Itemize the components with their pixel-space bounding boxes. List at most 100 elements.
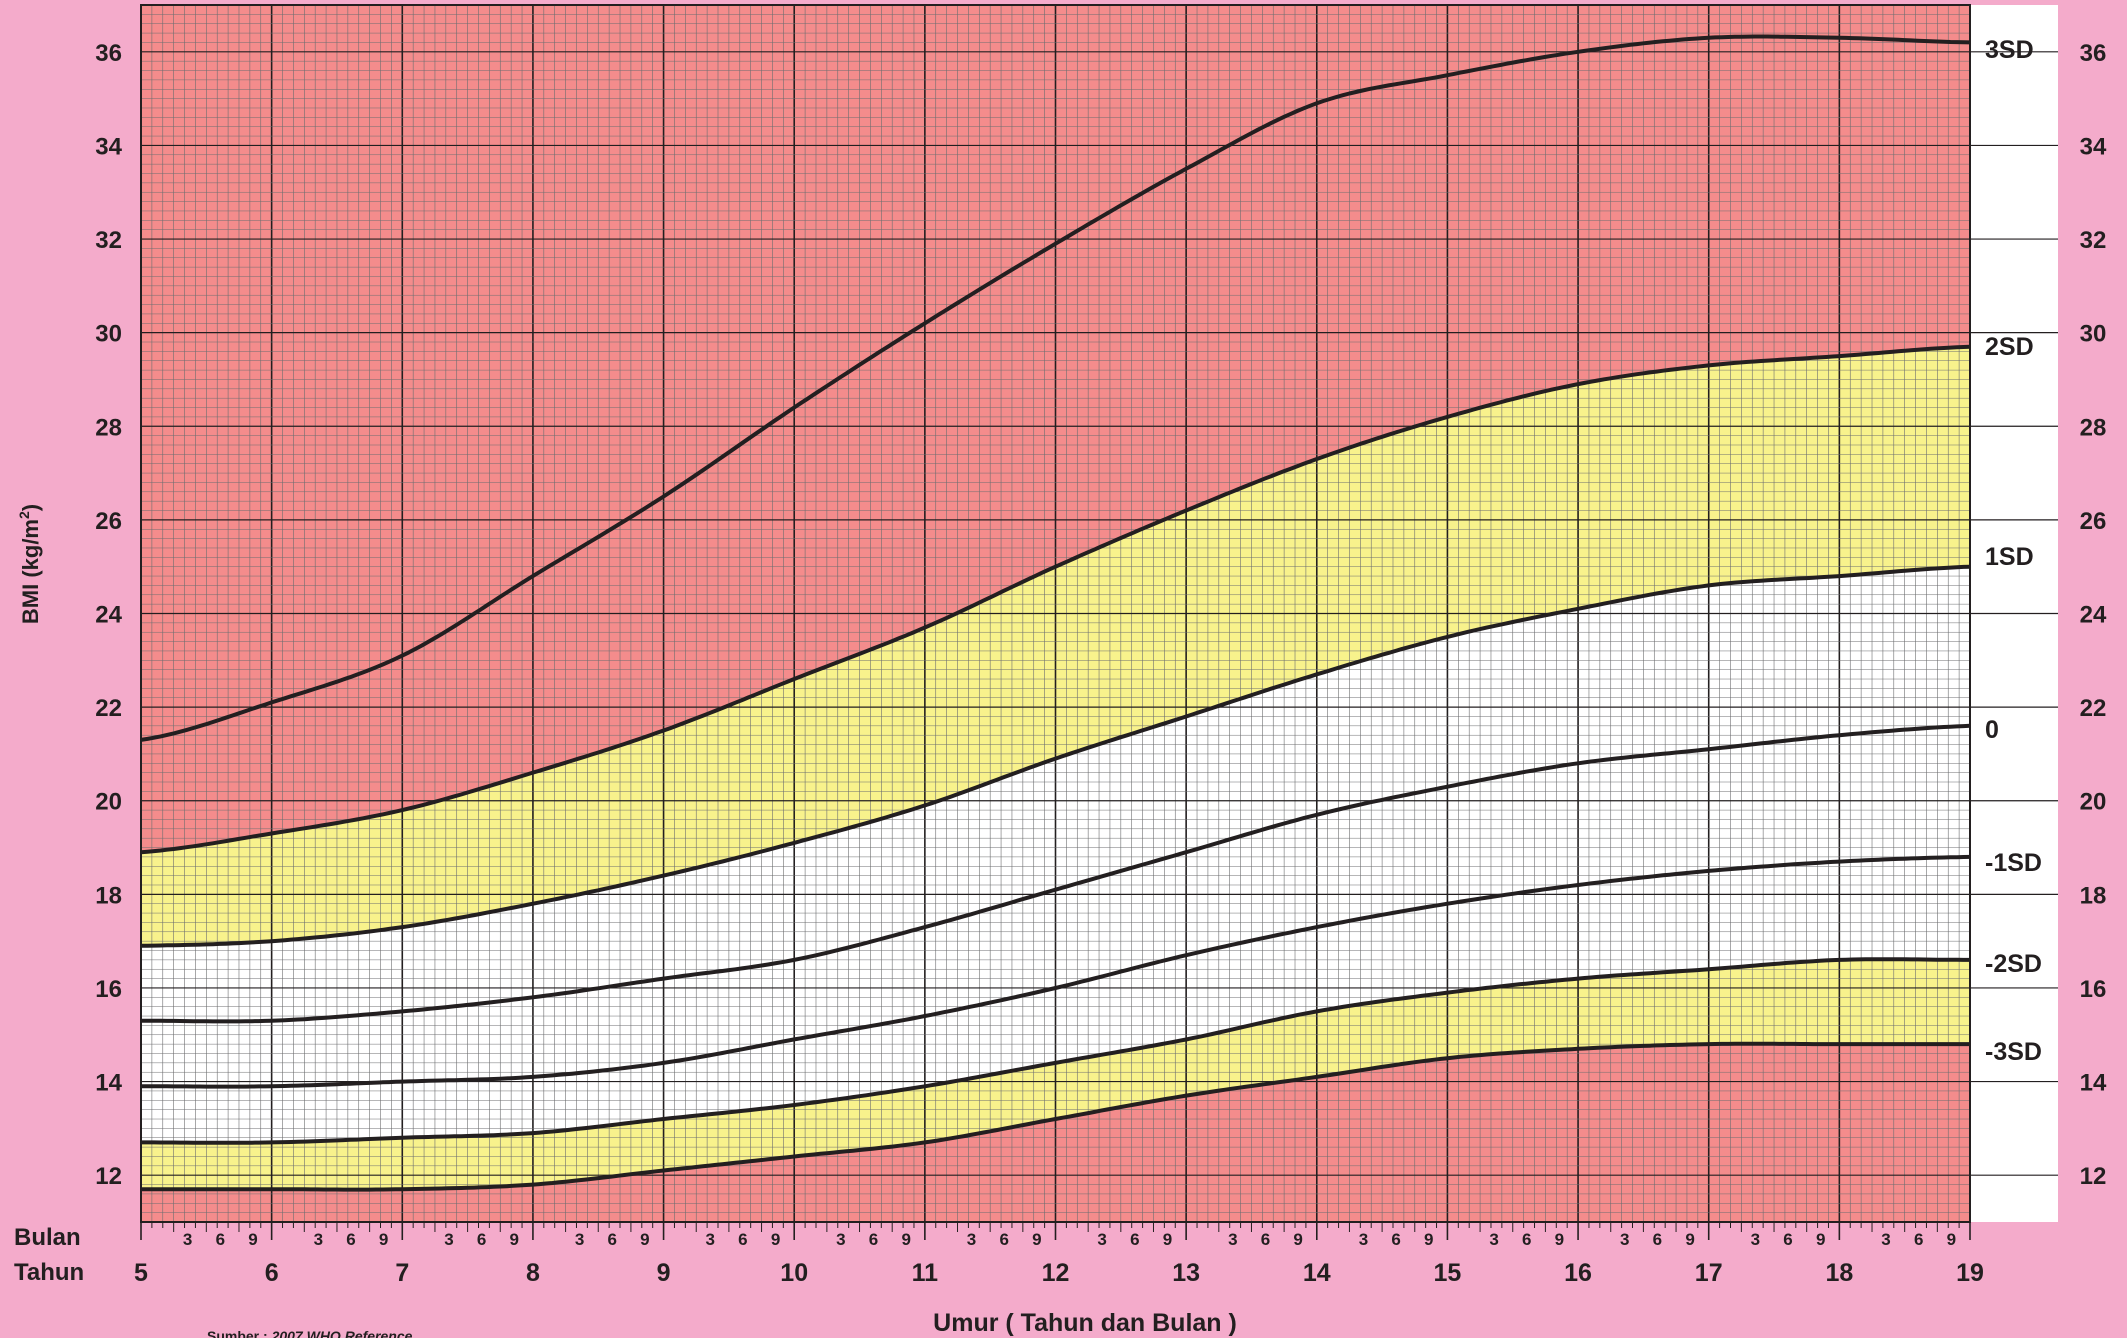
x-month-label: 6	[999, 1230, 1008, 1249]
y-tick-label-right: 36	[2080, 40, 2107, 67]
y-tick-label-right: 12	[2080, 1163, 2107, 1190]
x-month-label: 9	[1555, 1230, 1564, 1249]
curve-2SD	[140, 344, 1971, 855]
x-month-label: 9	[248, 1230, 257, 1249]
y-tick-label-left: 22	[95, 695, 122, 722]
x-year-label: 13	[1172, 1259, 1200, 1287]
y-tick-label-right: 14	[2080, 1070, 2107, 1097]
curve-1SD	[140, 564, 1971, 948]
grid	[140, 4, 2058, 1223]
source-note: Sumber : 2007 WHO Reference	[207, 1328, 413, 1338]
x-year-label: 19	[1956, 1259, 1984, 1287]
x-month-label: 9	[1293, 1230, 1302, 1249]
y-tick-label-left: 18	[95, 882, 122, 909]
x-month-label: 3	[314, 1230, 323, 1249]
x-month-label: 3	[1228, 1230, 1237, 1249]
row-label-months: Bulan	[14, 1224, 81, 1251]
curve-minus2SD	[141, 957, 1970, 1145]
x-year-label: 12	[1042, 1259, 1070, 1287]
x-month-label: 3	[1489, 1230, 1498, 1249]
x-month-label: 3	[967, 1230, 976, 1249]
x-month-label: 3	[444, 1230, 453, 1249]
x-month-label: 3	[1620, 1230, 1629, 1249]
y-axis-title-close: )	[18, 504, 43, 511]
x-month-label: 9	[1685, 1230, 1694, 1249]
x-month-label: 6	[869, 1230, 878, 1249]
y-tick-label-left: 12	[95, 1163, 122, 1190]
x-month-label: 3	[1097, 1230, 1106, 1249]
curve-label-minus3SD: -3SD	[1985, 1038, 2042, 1066]
x-month-label: 3	[575, 1230, 584, 1249]
x-month-label: 9	[1816, 1230, 1825, 1249]
curve-label-2SD: 2SD	[1985, 333, 2034, 361]
y-tick-label-right: 26	[2080, 508, 2107, 535]
x-year-label: 18	[1825, 1259, 1853, 1287]
labels: Bulan Tahun Umur ( Tahun dan Bulan ) Sum…	[14, 504, 1237, 1338]
x-year-label: 8	[526, 1259, 540, 1287]
x-month-label: 9	[1947, 1230, 1956, 1249]
curve-label-0: 0	[1985, 716, 1999, 744]
x-year-label: 7	[395, 1259, 409, 1287]
y-tick-label-right: 24	[2080, 602, 2107, 629]
y-axis-title-main: BMI (kg/m	[18, 519, 43, 624]
x-year-label: 6	[265, 1259, 279, 1287]
y-tick-label-right: 32	[2080, 227, 2107, 254]
x-month-label: 3	[183, 1230, 192, 1249]
curve-label-3SD: 3SD	[1985, 36, 2034, 64]
x-month-label: 6	[216, 1230, 225, 1249]
x-year-label: 14	[1303, 1259, 1331, 1287]
curve-minus1SD	[141, 854, 1971, 1089]
y-tick-label-left: 36	[95, 40, 122, 67]
x-month-label: 6	[1522, 1230, 1531, 1249]
y-tick-label-right: 18	[2080, 882, 2107, 909]
source-reference: 2007 WHO Reference	[271, 1328, 413, 1338]
x-month-label: 6	[1914, 1230, 1923, 1249]
x-month-label: 3	[1881, 1230, 1890, 1249]
x-year-label: 16	[1564, 1259, 1592, 1287]
curves: 3SD 2SD 1SD 0 -1SD -2SD -3SD	[140, 34, 2042, 1192]
x-month-label: 9	[901, 1230, 910, 1249]
y-axis-title: BMI (kg/m2)	[16, 504, 43, 624]
x-month-label: 3	[1751, 1230, 1760, 1249]
y-tick-label-right: 22	[2080, 695, 2107, 722]
x-year-label: 9	[657, 1259, 671, 1287]
y-tick-label-left: 34	[95, 133, 122, 160]
x-month-label: 3	[1359, 1230, 1368, 1249]
curve-minus3SD	[141, 1041, 1970, 1192]
x-year-label: 5	[134, 1259, 148, 1287]
y-tick-label-right: 16	[2080, 976, 2107, 1003]
x-month-label: 9	[1163, 1230, 1172, 1249]
x-month-label: 6	[1261, 1230, 1270, 1249]
x-month-label: 6	[738, 1230, 747, 1249]
curve-0	[141, 723, 1971, 1024]
x-month-label: 3	[705, 1230, 714, 1249]
x-year-label: 17	[1695, 1259, 1723, 1287]
y-tick-label-right: 20	[2080, 789, 2107, 816]
x-month-label: 9	[640, 1230, 649, 1249]
x-axis-title: Umur ( Tahun dan Bulan )	[933, 1309, 1237, 1337]
curve-label-minus2SD: -2SD	[1985, 950, 2042, 978]
y-tick-label-left: 24	[95, 602, 122, 629]
x-month-label: 9	[510, 1230, 519, 1249]
y-tick-label-left: 32	[95, 227, 122, 254]
source-prefix: Sumber :	[207, 1328, 272, 1338]
y-tick-label-right: 34	[2080, 133, 2107, 160]
x-month-label: 6	[1391, 1230, 1400, 1249]
y-tick-label-left: 26	[95, 508, 122, 535]
y-tick-label-left: 16	[95, 976, 122, 1003]
y-tick-label-left: 20	[95, 789, 122, 816]
x-month-label: 6	[1783, 1230, 1792, 1249]
row-label-years: Tahun	[14, 1259, 84, 1286]
x-month-label: 6	[608, 1230, 617, 1249]
y-tick-label-left: 14	[95, 1070, 122, 1097]
curve-label-1SD: 1SD	[1985, 543, 2034, 571]
x-year-label: 11	[912, 1259, 939, 1287]
curve-3SD	[140, 34, 1971, 742]
x-year-label: 10	[780, 1259, 808, 1287]
x-month-label: 6	[1130, 1230, 1139, 1249]
x-month-label: 6	[477, 1230, 486, 1249]
y-axis-title-superscript: 2	[16, 511, 32, 519]
y-tick-label-right: 28	[2080, 414, 2107, 441]
